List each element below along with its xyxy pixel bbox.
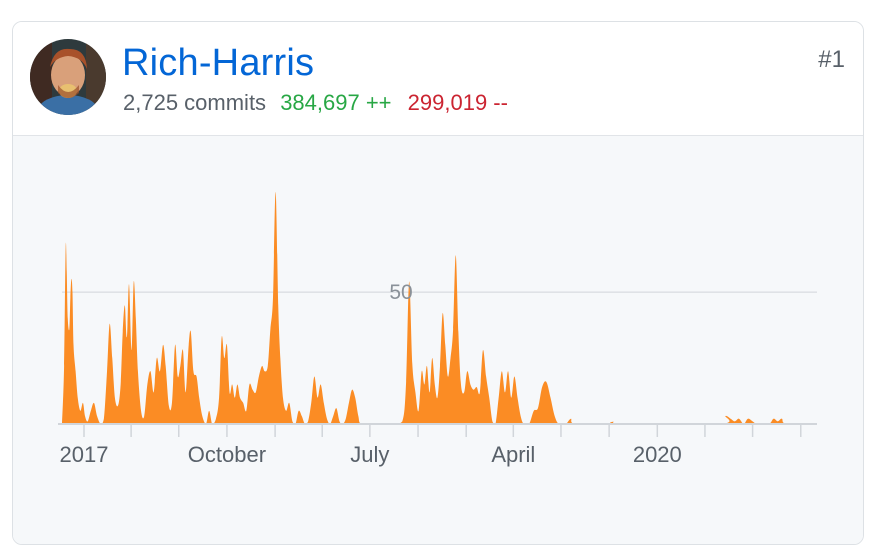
username-link[interactable]: Rich-Harris — [122, 42, 315, 84]
commit-area-series — [62, 191, 817, 424]
x-tick-label: October — [188, 442, 266, 467]
additions-count: 384,697 ++ — [280, 90, 392, 115]
rank-badge: #1 — [818, 46, 845, 73]
contributor-header: Rich-Harris 2,725 commits 384,697 ++ 299… — [13, 22, 863, 136]
chart-series-layer — [62, 191, 817, 424]
y-tick-label: 50 — [389, 281, 412, 304]
x-tick-label: July — [350, 442, 389, 467]
contribution-stats: 2,725 commits 384,697 ++ 299,019 -- — [123, 92, 508, 114]
avatar-image — [30, 39, 106, 115]
avatar[interactable] — [30, 39, 106, 115]
contribution-chart: 2017 October July April 2020 50 — [13, 136, 863, 544]
deletions-count: 299,019 -- — [407, 90, 508, 115]
chart-y-axis-labels: 50 — [389, 281, 412, 304]
commit-area-chart: 2017 October July April 2020 50 — [58, 191, 817, 467]
commit-count: 2,725 commits — [123, 90, 267, 115]
chart-x-axis: 2017 October July April 2020 — [58, 423, 817, 467]
x-tick-label: April — [491, 442, 535, 467]
x-tick-label: 2017 — [60, 442, 109, 467]
x-tick-label: 2020 — [633, 442, 682, 467]
contributor-card: Rich-Harris 2,725 commits 384,697 ++ 299… — [12, 21, 864, 545]
